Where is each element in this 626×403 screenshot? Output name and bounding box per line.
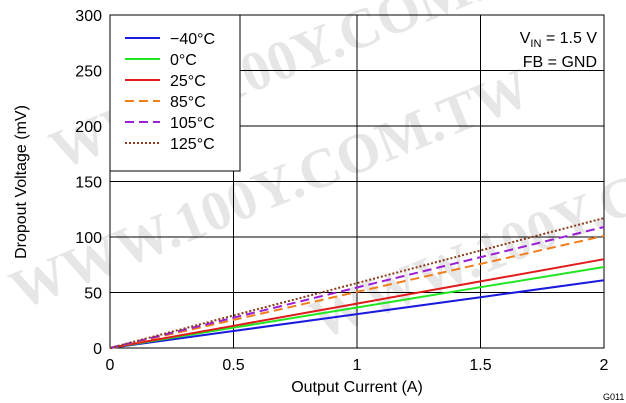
- vin-note: VIN = 1.5 V: [520, 30, 598, 50]
- legend: −40°C 0°C 25°C 85°C 105°C 125°C: [109, 14, 241, 172]
- legend-label: 125°C: [170, 136, 215, 153]
- series-line-5: [109, 217, 605, 349]
- fb-note: FB = GND: [523, 54, 597, 71]
- legend-label: 25°C: [170, 73, 206, 90]
- y-tick-label: 50: [84, 286, 102, 303]
- legend-box: [109, 14, 241, 172]
- y-tick-label: 300: [75, 8, 102, 25]
- y-tick-label: 0: [93, 341, 102, 358]
- x-tick-label: 0: [106, 357, 115, 374]
- y-tick-label: 250: [75, 64, 102, 81]
- y-tick-label: 200: [75, 119, 102, 136]
- series-line-3: [109, 234, 605, 349]
- y-tick-label: 150: [75, 175, 102, 192]
- series-line-1: [109, 266, 605, 349]
- legend-label: 85°C: [170, 94, 206, 111]
- legend-label: 0°C: [170, 52, 197, 69]
- series-lines: [109, 217, 605, 349]
- x-tick-label: 1: [353, 357, 362, 374]
- y-axis-label: Dropout Voltage (mV): [13, 105, 30, 259]
- series-line-4: [109, 226, 605, 349]
- conditions-note: VIN = 1.5 V FB = GND: [520, 30, 598, 71]
- x-tick-label: 2: [600, 357, 609, 374]
- legend-label: −40°C: [170, 31, 215, 48]
- x-tick-label: 0.5: [222, 357, 244, 374]
- legend-label: 105°C: [170, 115, 215, 132]
- x-tick-label: 1.5: [469, 357, 491, 374]
- series-line-2: [109, 258, 605, 349]
- x-axis-label: Output Current (A): [291, 379, 423, 396]
- tick-labels: 0 50 100 150 200 250 300 0 0.5 1 1.5 2: [75, 8, 608, 374]
- figure-code: G011: [603, 392, 624, 402]
- series-line-0: [109, 279, 605, 349]
- y-tick-label: 100: [75, 230, 102, 247]
